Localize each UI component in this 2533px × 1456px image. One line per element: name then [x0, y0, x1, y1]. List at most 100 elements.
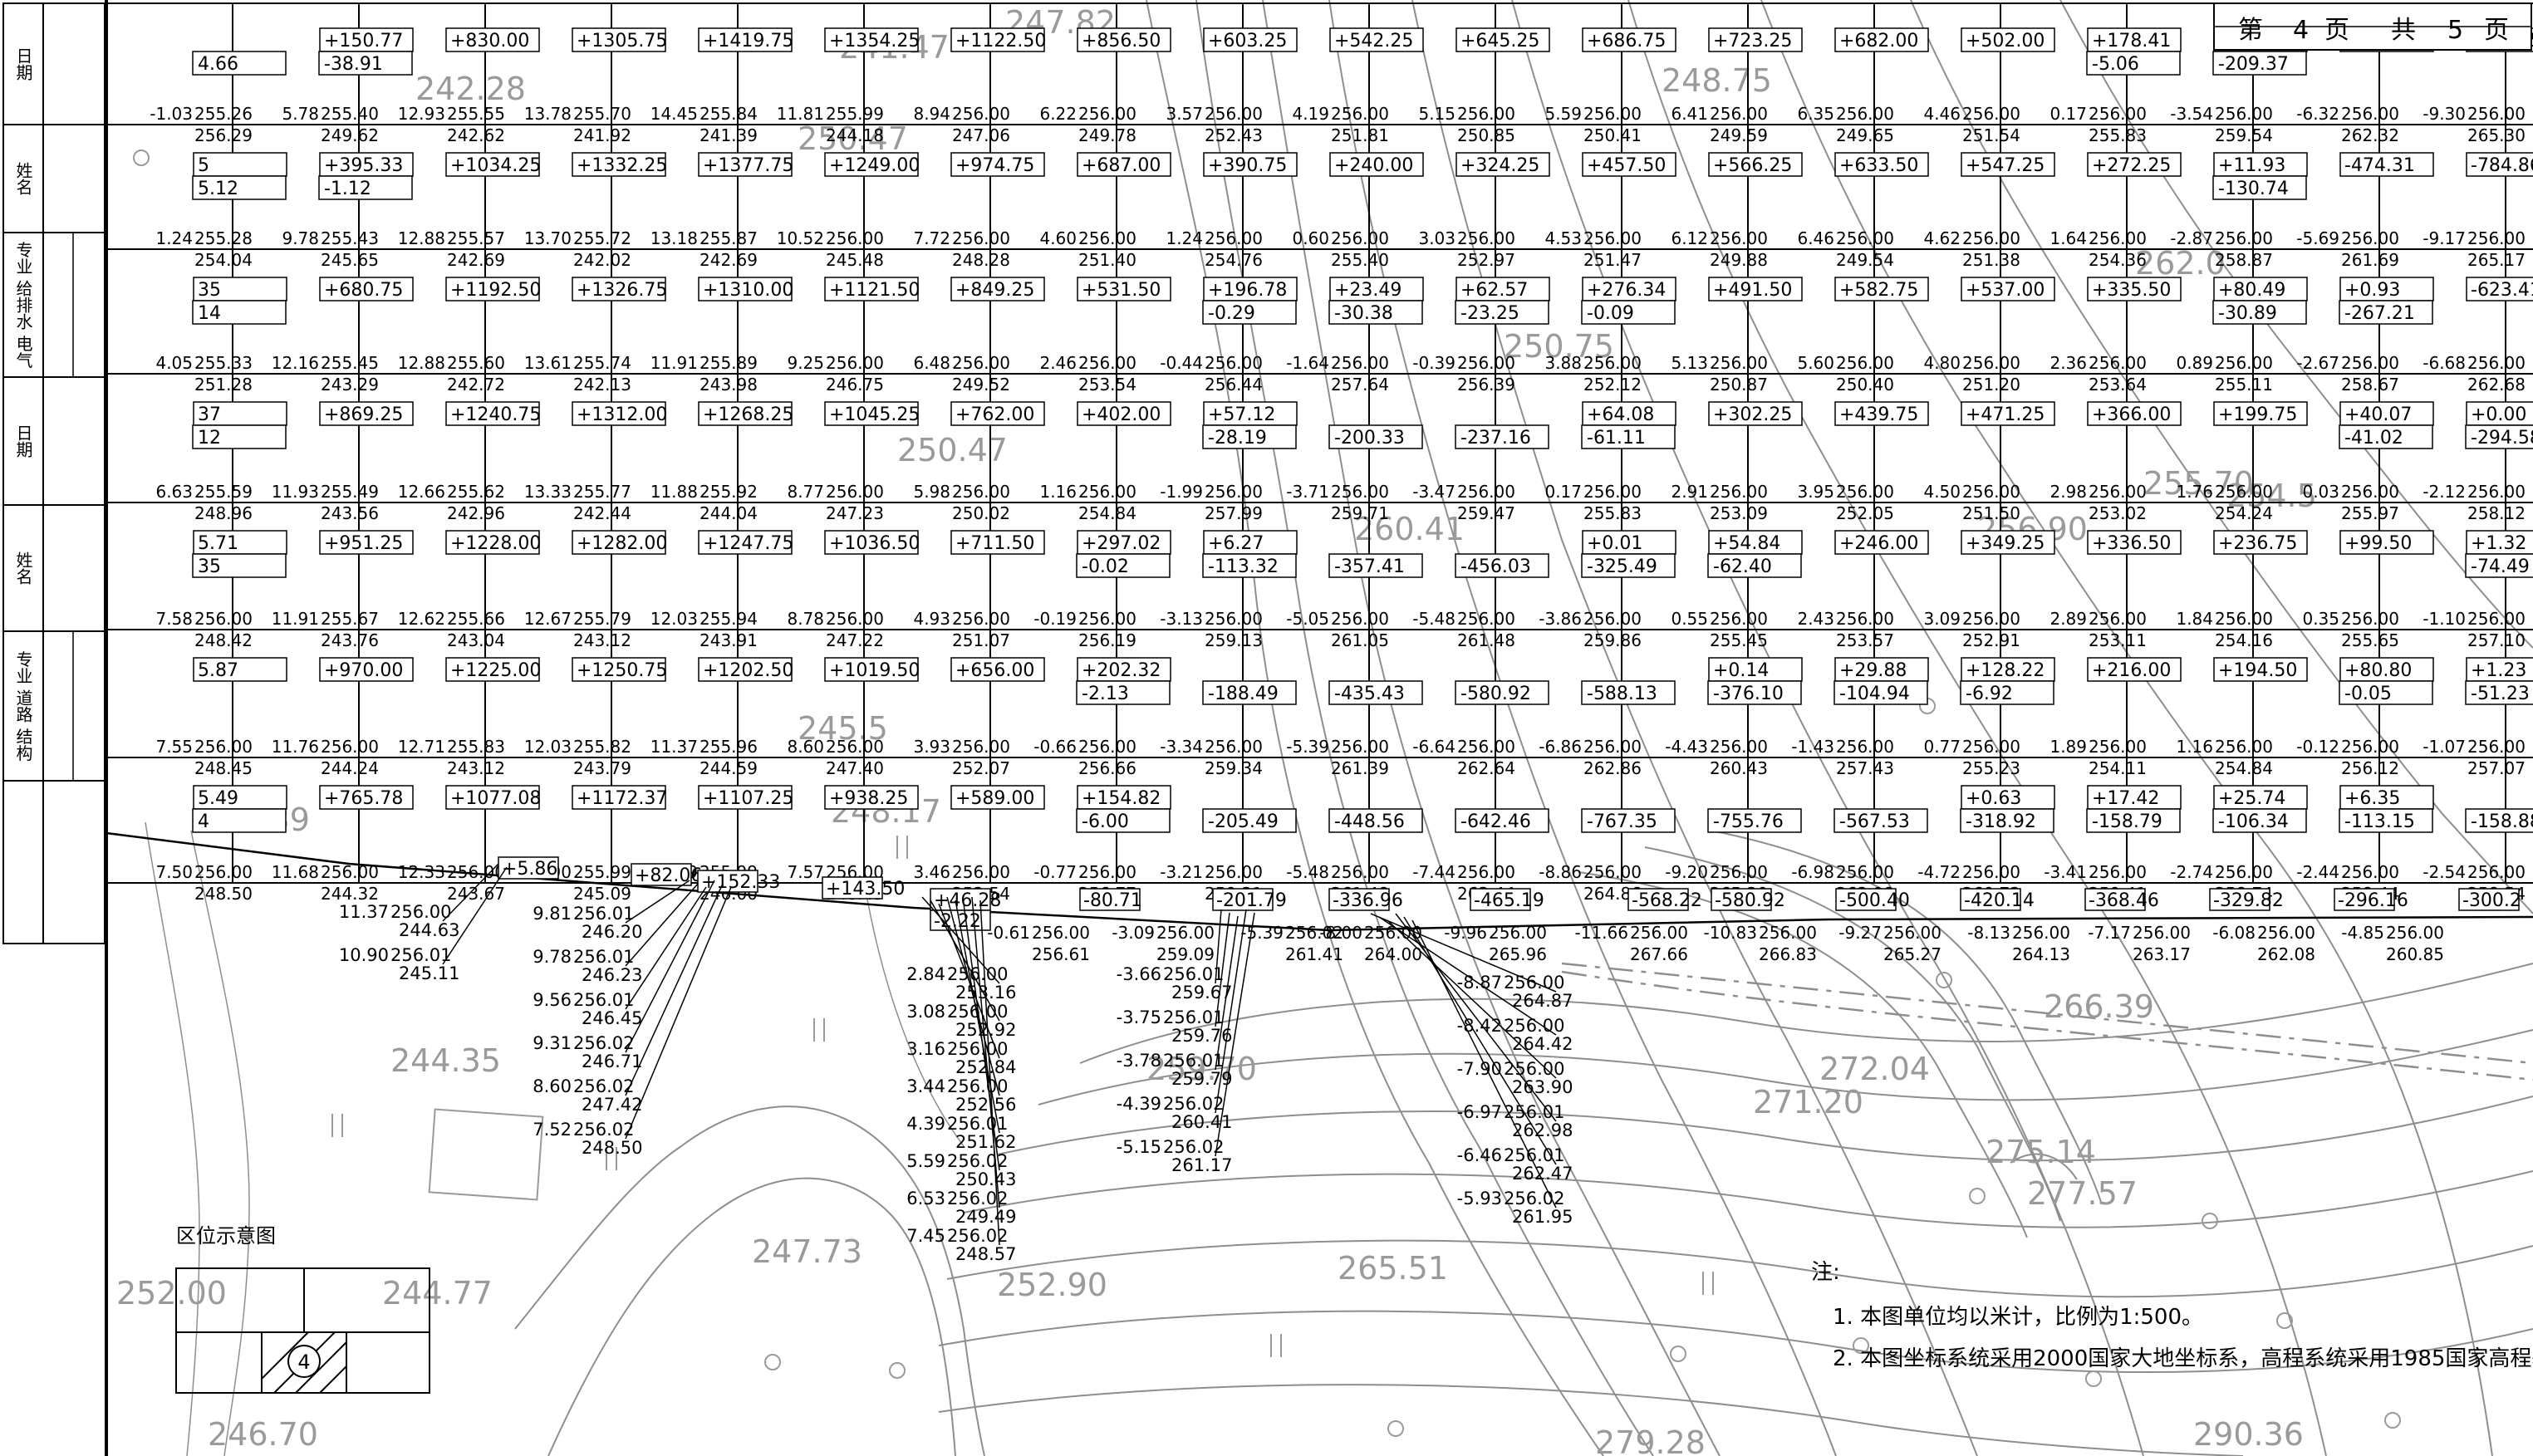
boundary-volume-box	[1470, 888, 1531, 911]
boundary-point-cut: 9.56	[533, 990, 572, 1010]
ground-elevation: 243.79	[573, 758, 631, 778]
boundary-point-cut: 4.39	[906, 1114, 945, 1134]
cut-volume-box	[1202, 424, 1297, 449]
fill-volume-value: +471.25	[1966, 404, 2045, 425]
corner-height-diff: 2.36	[2049, 353, 2087, 373]
corner-height-diff: 1.64	[2049, 228, 2087, 248]
cut-volume-value: -6.92	[1966, 684, 2013, 704]
ground-elevation: 255.83	[1583, 503, 1642, 523]
boundary-design-elevation: 256.00	[1883, 923, 1941, 943]
fill-volume-value: +0.01	[1587, 533, 1642, 554]
terrain-contours	[145, 0, 2533, 1456]
cut-volume-box	[1202, 300, 1297, 325]
drawing-notes: 注: 1. 本图单位均以米计，比例为1:500。 2. 本图坐标系统采用2000…	[1811, 1260, 2533, 1371]
boundary-point-cut: 9.81	[533, 904, 572, 924]
ground-elevation: 244.24	[321, 758, 379, 778]
design-elevation: 255.49	[321, 482, 379, 502]
design-elevation: 256.00	[1710, 862, 1768, 882]
fill-volume-box	[698, 277, 793, 301]
boundary-ground-elevation: 266.83	[1759, 944, 1817, 964]
fill-volume-value: +582.75	[1839, 280, 1918, 301]
fill-volume-box	[1077, 27, 1171, 52]
cut-volume-box	[1202, 808, 1297, 833]
boundary-point-cut: 3.44	[906, 1076, 945, 1096]
corner-height-diff: 0.17	[2049, 104, 2087, 124]
design-elevation: 256.00	[1078, 228, 1136, 248]
fill-volume-box	[445, 27, 540, 52]
ground-elevation: 257.64	[1331, 375, 1389, 395]
fill-volume-value: +687.00	[1082, 155, 1161, 176]
boundary-volume-box	[1835, 888, 1897, 911]
corner-height-diff: 13.33	[524, 482, 572, 502]
corner-height-diff: 4.53	[1544, 228, 1582, 248]
contour-elevation-label: 275.14	[1986, 1134, 2096, 1170]
tree-symbol	[1969, 1188, 1986, 1204]
corner-height-diff: -8.86	[1539, 862, 1582, 882]
corner-height-diff: -5.05	[1286, 609, 1329, 629]
contour-elevation-label: 248.75	[1662, 62, 1772, 99]
boundary-point-design: 256.01	[390, 945, 451, 965]
fill-volume-box	[2213, 530, 2308, 555]
fill-volume-value: +1249.00	[829, 155, 920, 176]
ground-elevation: 243.04	[447, 630, 505, 650]
corner-height-diff: 7.58	[155, 609, 193, 629]
fill-volume-value: +1332.25	[577, 155, 667, 176]
corner-height-diff: 4.46	[1923, 104, 1961, 124]
cut-volume-value: -62.40	[1713, 556, 1772, 577]
ground-elevation: 245.09	[573, 884, 631, 904]
boundary-point-cut: 11.37	[339, 902, 389, 922]
corner-height-diff: 4.80	[1923, 353, 1961, 373]
boundary-leader-line	[955, 900, 1000, 1134]
fill-volume-value: +682.00	[1839, 31, 1918, 51]
fill-volume-box	[2339, 277, 2434, 301]
boundary-height-diff: -8.00	[1319, 923, 1362, 943]
cut-volume-box	[1581, 424, 1676, 449]
corner-height-diff: 3.03	[1418, 228, 1455, 248]
boundary-point-design: 256.01	[573, 947, 634, 967]
fill-volume-value: +938.25	[829, 788, 908, 809]
boundary-point-cut: -3.78	[1117, 1051, 1161, 1071]
cut-volume-box	[1581, 300, 1676, 325]
ground-elevation: 252.43	[1205, 125, 1263, 145]
corner-height-diff: 2.89	[2049, 609, 2087, 629]
boundary-volume-value: -336.96	[1333, 890, 1403, 911]
ground-elevation: 248.28	[952, 250, 1010, 270]
boundary-leader-line	[1370, 913, 1557, 993]
corner-height-diff: 11.37	[650, 737, 698, 757]
corner-height-diff: 8.94	[913, 104, 950, 124]
boundary-height-diff: -9.27	[1838, 923, 1882, 943]
corner-height-diff: 2.98	[2049, 482, 2087, 502]
ground-elevation: 260.43	[1710, 758, 1768, 778]
contour-elevation-label: 250.47	[897, 432, 1008, 468]
design-elevation: 256.00	[2089, 104, 2147, 124]
fill-volume-box	[2339, 152, 2434, 177]
ground-elevation: 257.10	[2467, 630, 2526, 650]
ground-elevation: 243.76	[321, 630, 379, 650]
design-elevation: 256.00	[1205, 862, 1263, 882]
cut-volume-box	[2465, 808, 2533, 833]
location-map-title: 区位示意图	[176, 1224, 276, 1248]
cut-volume-box	[1455, 300, 1549, 325]
total-prefix: 共	[2391, 16, 2416, 45]
note-item-1: 1. 本图单位均以米计，比例为1:500。	[1833, 1305, 2203, 1330]
ground-elevation: 257.99	[1205, 503, 1263, 523]
boundary-point-ground: 261.95	[1512, 1207, 1573, 1227]
boundary-volume-value: +82.06	[635, 865, 702, 886]
boundary-leader-line	[1395, 913, 1557, 1122]
design-elevation: 256.00	[952, 737, 1010, 757]
ground-elevation: 255.83	[2089, 125, 2147, 145]
cut-volume-value: -580.92	[1460, 684, 1531, 704]
fill-volume-box	[1329, 27, 1424, 52]
fill-volume-box	[319, 277, 414, 301]
fill-volume-value: +196.78	[1208, 280, 1287, 301]
fill-volume-box	[1203, 152, 1298, 177]
fill-volume-box	[1708, 27, 1803, 52]
fill-volume-box	[824, 277, 919, 301]
design-elevation: 256.00	[2341, 482, 2399, 502]
boundary-height-diff: -5.39	[1240, 923, 1284, 943]
design-elevation: 256.00	[321, 862, 379, 882]
design-elevation: 256.00	[1078, 862, 1136, 882]
cut-volume-value: -0.09	[1587, 303, 1634, 324]
boundary-leader-line	[625, 886, 707, 1010]
